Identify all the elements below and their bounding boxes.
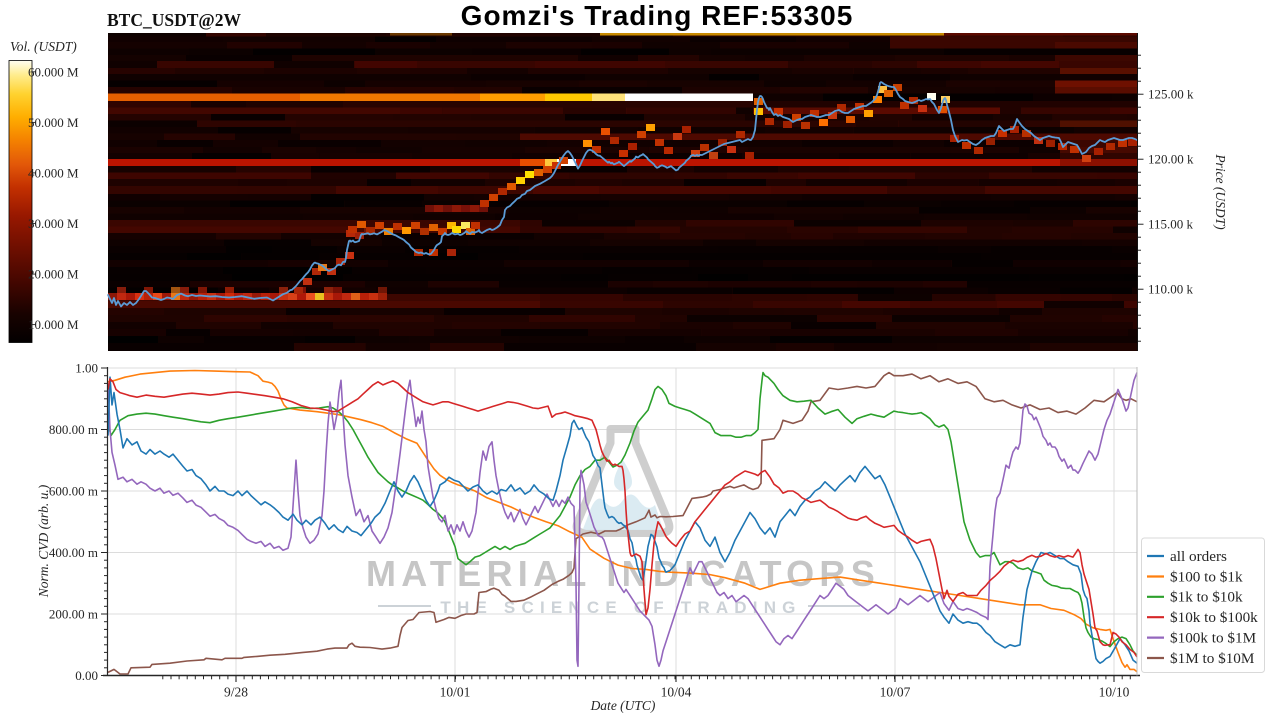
- svg-text:10/01: 10/01: [440, 685, 471, 700]
- svg-text:THE SCIENCE OF TRADING: THE SCIENCE OF TRADING: [440, 598, 801, 617]
- svg-text:MATERIAL INDICATORS: MATERIAL INDICATORS: [366, 553, 880, 594]
- svg-text:400.00 m: 400.00 m: [49, 545, 98, 560]
- svg-text:1.00: 1.00: [75, 361, 98, 376]
- svg-text:BTC_USDT@2W: BTC_USDT@2W: [107, 10, 241, 30]
- svg-text:120.00 k: 120.00 k: [1148, 152, 1194, 167]
- svg-text:115.00 k: 115.00 k: [1148, 217, 1194, 232]
- svg-text:800.00 m: 800.00 m: [49, 422, 98, 437]
- svg-text:$100k to $1M: $100k to $1M: [1170, 629, 1257, 646]
- svg-text:20.000 M: 20.000 M: [28, 267, 79, 282]
- svg-text:Date (UTC): Date (UTC): [590, 698, 656, 713]
- svg-text:$1M to $10M: $1M to $10M: [1170, 650, 1255, 667]
- svg-text:200.00 m: 200.00 m: [49, 607, 98, 622]
- svg-text:$10k to $100k: $10k to $100k: [1170, 609, 1258, 626]
- svg-text:Price (USDT): Price (USDT): [1213, 153, 1228, 230]
- svg-text:30.000 M: 30.000 M: [28, 216, 79, 231]
- svg-text:Norm. CVD (arb. u.): Norm. CVD (arb. u.): [36, 484, 51, 598]
- svg-text:600.00 m: 600.00 m: [49, 484, 98, 499]
- svg-text:Gomzi's Trading REF:53305: Gomzi's Trading REF:53305: [461, 0, 854, 31]
- svg-text:10/04: 10/04: [661, 685, 692, 700]
- svg-text:125.00 k: 125.00 k: [1148, 87, 1194, 102]
- svg-text:all orders: all orders: [1170, 548, 1227, 565]
- svg-text:50.000 M: 50.000 M: [28, 115, 79, 130]
- svg-text:10.000 M: 10.000 M: [28, 317, 79, 332]
- svg-text:110.00 k: 110.00 k: [1148, 282, 1194, 297]
- svg-text:40.000 M: 40.000 M: [28, 165, 79, 180]
- svg-text:$100 to $1k: $100 to $1k: [1170, 568, 1243, 585]
- svg-text:9/28: 9/28: [224, 685, 248, 700]
- svg-text:$1k to $10k: $1k to $10k: [1170, 589, 1243, 606]
- svg-text:60.000 M: 60.000 M: [28, 64, 79, 79]
- svg-text:10/07: 10/07: [880, 685, 911, 700]
- svg-text:10/10: 10/10: [1099, 685, 1130, 700]
- svg-text:0.00: 0.00: [75, 668, 98, 683]
- svg-text:Vol. (USDT): Vol. (USDT): [10, 39, 77, 54]
